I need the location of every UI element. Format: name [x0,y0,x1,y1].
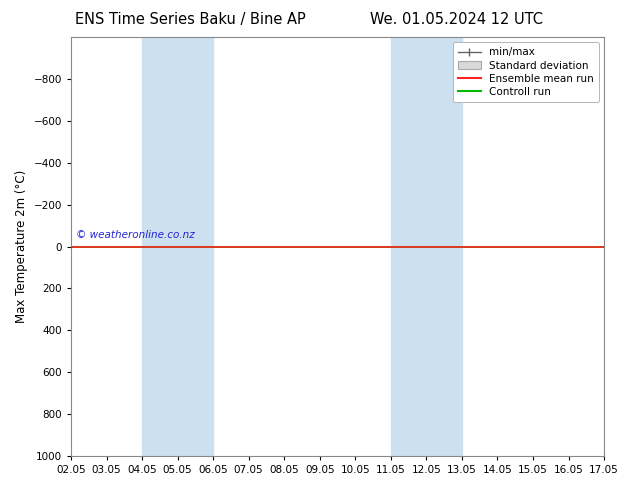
Legend: min/max, Standard deviation, Ensemble mean run, Controll run: min/max, Standard deviation, Ensemble me… [453,42,599,102]
Text: We. 01.05.2024 12 UTC: We. 01.05.2024 12 UTC [370,12,543,27]
Y-axis label: Max Temperature 2m (°C): Max Temperature 2m (°C) [15,170,28,323]
Bar [142,37,213,456]
Text: ENS Time Series Baku / Bine AP: ENS Time Series Baku / Bine AP [75,12,306,27]
Bar [391,37,462,456]
Text: © weatheronline.co.nz: © weatheronline.co.nz [76,230,195,240]
